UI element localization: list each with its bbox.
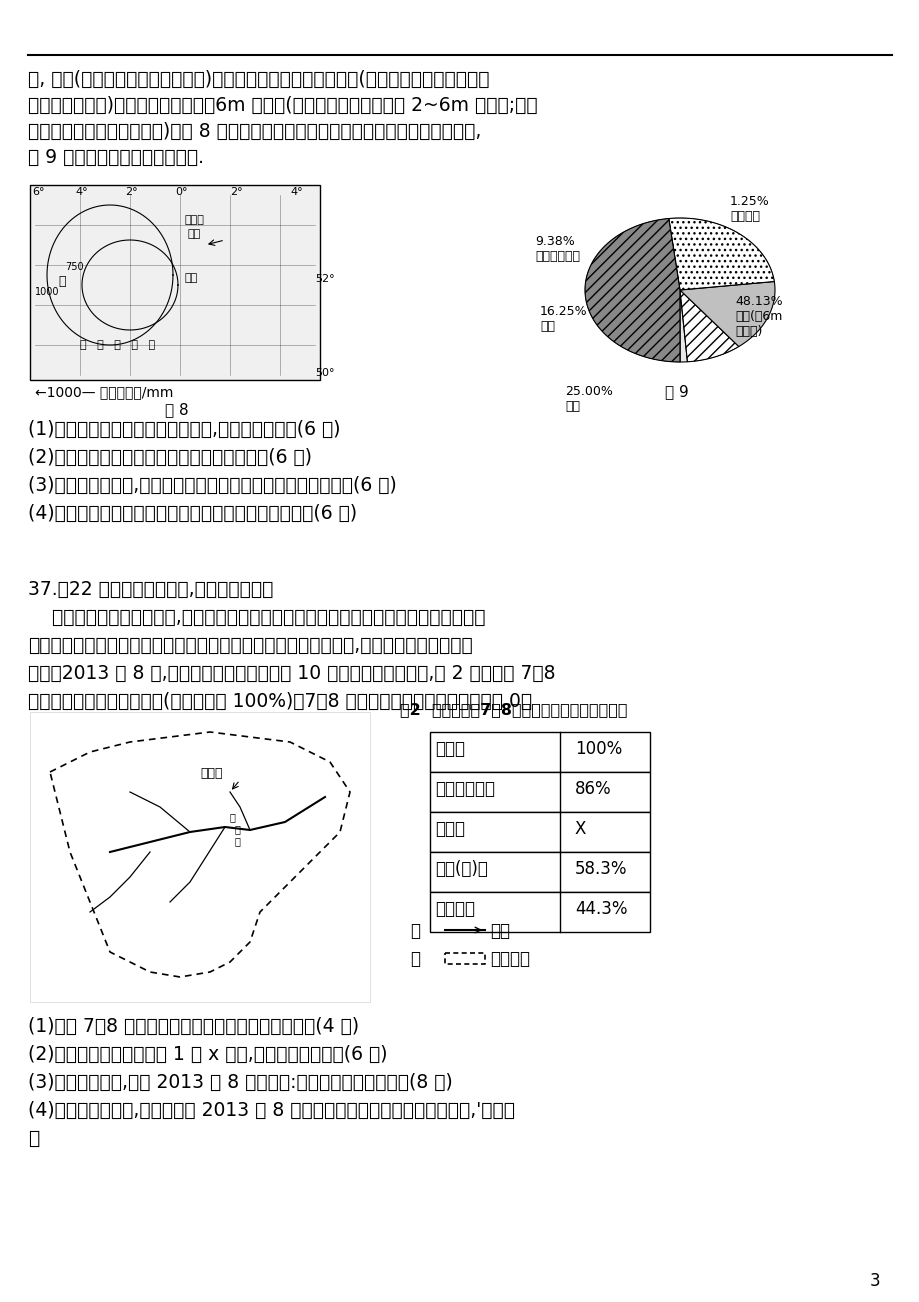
Text: 河流: 河流 — [490, 922, 509, 940]
Bar — [30, 712, 369, 1003]
Polygon shape — [679, 290, 738, 362]
Text: 44.3%: 44.3% — [574, 900, 627, 918]
Text: (1)指出 7、8 月份松花江流域降水水汽的主要来源。(4 分): (1)指出 7、8 月份松花江流域降水水汽的主要来源。(4 分) — [28, 1017, 358, 1036]
Polygon shape — [679, 281, 774, 346]
Text: 图 8: 图 8 — [165, 402, 188, 417]
Text: 58.3%: 58.3% — [574, 861, 627, 878]
Text: (3)与图中甲地相比,分析该农场种植麦类作物的有利气候条件。(6 分): (3)与图中甲地相比,分析该农场种植麦类作物的有利气候条件。(6 分) — [28, 477, 396, 495]
Text: 江: 江 — [234, 836, 241, 846]
Text: 甲: 甲 — [58, 275, 65, 288]
Text: 蒸发(腾)量: 蒸发(腾)量 — [435, 861, 487, 878]
Text: 6°: 6° — [32, 187, 44, 197]
Polygon shape — [668, 217, 774, 290]
Text: 1000: 1000 — [35, 286, 60, 297]
Text: (4)由于降水的变化,甲同学认为 2013 年 8 月松花江流域水汽蒸发量较常年偏低,'乙同学: (4)由于降水的变化,甲同学认为 2013 年 8 月松花江流域水汽蒸发量较常年… — [28, 1101, 515, 1120]
Text: 衡原理。地处我国东北的松花江流域降水季节变化和年际变化显著,洪涝和干旱等气象灾害: 衡原理。地处我国东北的松花江流域降水季节变化和年际变化显著,洪涝和干旱等气象灾害 — [28, 635, 472, 655]
Text: 谷物种植的区域)、道路等建设用地、6m 边缘区(网格状分布于农田边缘 2~6m 的区域;禁用: 谷物种植的区域)、道路等建设用地、6m 边缘区(网格状分布于农田边缘 2~6m … — [28, 96, 537, 115]
Text: 降水量: 降水量 — [435, 740, 464, 758]
Polygon shape — [679, 290, 686, 362]
Text: 4°: 4° — [75, 187, 87, 197]
Text: 径流量: 径流量 — [435, 820, 464, 838]
Text: 48.13%
农田(含6m
边缘区): 48.13% 农田(含6m 边缘区) — [734, 296, 782, 339]
Text: (1)判断该农场所属的农业地域类型,说明判断理由。(6 分): (1)判断该农场所属的农业地域类型,说明判断理由。(6 分) — [28, 421, 340, 439]
Text: 区, 耕地(主要种植麦类和豆科作物)、林地、草地、选择性种植区(灵活安排为休耕、牧草或: 区, 耕地(主要种植麦类和豆科作物)、林地、草地、选择性种植区(灵活安排为休耕、… — [28, 70, 489, 89]
Bar — [429, 852, 650, 892]
Bar — [429, 892, 650, 932]
Text: 52°: 52° — [314, 273, 335, 284]
Text: 例: 例 — [410, 950, 420, 967]
Bar — [30, 185, 320, 380]
Text: (2)说明农场主设置选择性种植区的主要目的。(6 分): (2)说明农场主设置选择性种植区的主要目的。(6 分) — [28, 448, 312, 467]
Text: 某个地区在某一段时期内,水量收入和支出的差额等于该地区的储水变化量。这就是水平: 某个地区在某一段时期内,水量收入和支出的差额等于该地区的储水变化量。这就是水平 — [28, 608, 485, 628]
Text: 2°: 2° — [125, 187, 138, 197]
Text: 37.（22 分）阅读图文资料,完成下列要求。: 37.（22 分）阅读图文资料,完成下列要求。 — [28, 579, 273, 599]
Text: 花: 花 — [234, 824, 241, 835]
Text: 750: 750 — [65, 262, 84, 272]
Text: 哈尔滨: 哈尔滨 — [199, 767, 222, 780]
Text: 4°: 4° — [289, 187, 302, 197]
Text: 英   吉   利   海   峡: 英 吉 利 海 峡 — [80, 340, 155, 350]
Bar — [429, 772, 650, 812]
Text: 0°: 0° — [175, 187, 187, 197]
Text: 农场: 农场 — [187, 229, 201, 240]
Bar — [429, 732, 650, 772]
Text: 则: 则 — [28, 1129, 40, 1148]
Text: 图 9 为该农场土地利用构成统计.: 图 9 为该农场土地利用构成统计. — [28, 148, 204, 167]
Text: ←1000— 年等降水量/mm: ←1000— 年等降水量/mm — [35, 385, 173, 398]
Bar — [429, 812, 650, 852]
Text: 16.25%
草地: 16.25% 草地 — [539, 305, 587, 333]
Text: 频发。2013 年 8 月,该流域发生特大洪水。图 10 示意松花江流域范围,表 2 为流域内 7、8: 频发。2013 年 8 月,该流域发生特大洪水。图 10 示意松花江流域范围,表… — [28, 664, 555, 684]
Text: 25.00%
林地: 25.00% 林地 — [564, 385, 612, 413]
Text: X: X — [574, 820, 585, 838]
Text: 2°: 2° — [230, 187, 243, 197]
Text: (3)从水循环角度,说明 2013 年 8 月松花江:流域洪水的形成原因。(8 分): (3)从水循环角度,说明 2013 年 8 月松花江:流域洪水的形成原因。(8 … — [28, 1073, 452, 1092]
Text: 3: 3 — [869, 1272, 879, 1290]
Text: (4)分析该农场土地利用方式对保护生物多样性的作用。(6 分): (4)分析该农场土地利用方式对保护生物多样性的作用。(6 分) — [28, 504, 357, 523]
Text: 水汽输出: 水汽输出 — [435, 900, 474, 918]
Text: 杀虫剂、灭鼠剂和杀菌剂等)。图 8 示意该农场的位置及英国南部地区年降水量分布状况,: 杀虫剂、灭鼠剂和杀菌剂等)。图 8 示意该农场的位置及英国南部地区年降水量分布状… — [28, 122, 481, 141]
Text: 100%: 100% — [574, 740, 621, 758]
Text: 1.25%
建设用地: 1.25% 建设用地 — [729, 195, 769, 223]
Text: 图 9: 图 9 — [664, 384, 688, 398]
Text: 流域范围: 流域范围 — [490, 950, 529, 967]
Text: 9.38%
选择性种植区: 9.38% 选择性种植区 — [535, 234, 579, 263]
Text: 东霍尔: 东霍尔 — [185, 215, 205, 225]
Text: (2)根据水平衡原理计算表 1 中 x 的值,并说出计算依据。(6 分): (2)根据水平衡原理计算表 1 中 x 的值,并说出计算依据。(6 分) — [28, 1046, 387, 1064]
Text: 外部水汽输入: 外部水汽输入 — [435, 780, 494, 798]
Text: 松: 松 — [230, 812, 235, 822]
Text: 50°: 50° — [314, 368, 335, 378]
Text: 86%: 86% — [574, 780, 611, 798]
Text: 表2  松花江流域7、8月水循环相对量多年平均值: 表2 松花江流域7、8月水循环相对量多年平均值 — [400, 702, 627, 717]
Polygon shape — [584, 219, 679, 362]
Text: 伦敦: 伦敦 — [185, 273, 198, 283]
Text: 图: 图 — [410, 922, 420, 940]
Text: 月水循环相对量多年平均值(以降水量为 100%)。7、8 月该流域多年储水变化量接近为 0。: 月水循环相对量多年平均值(以降水量为 100%)。7、8 月该流域多年储水变化量… — [28, 691, 531, 711]
